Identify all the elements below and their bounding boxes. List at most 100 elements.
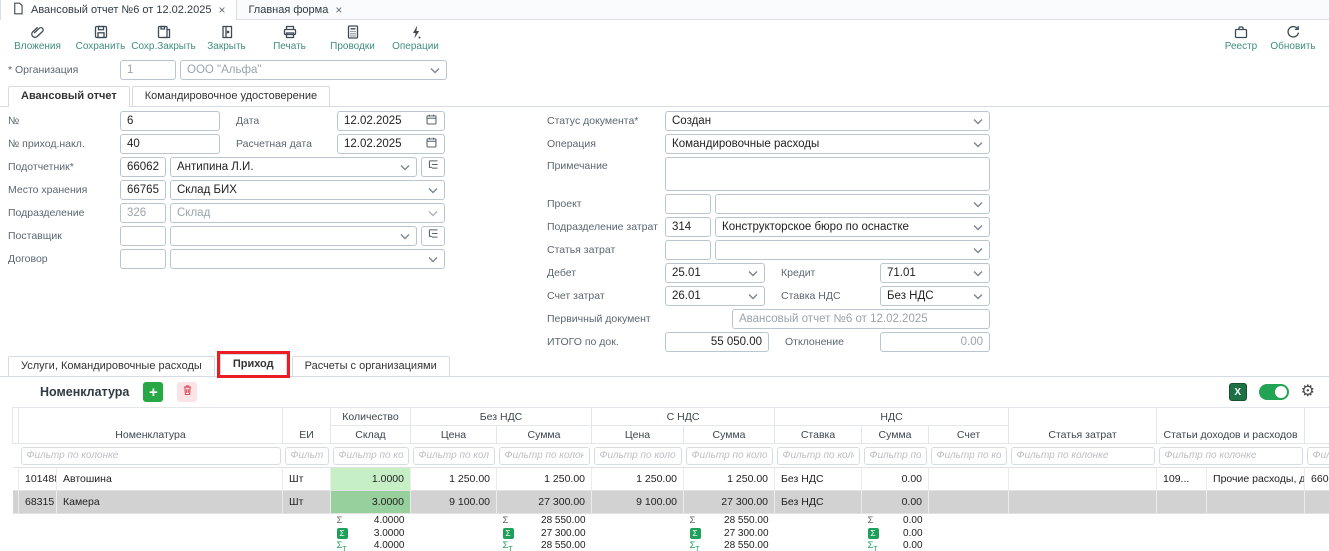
deviation-input[interactable] — [880, 332, 990, 352]
col-account[interactable]: Счет — [928, 425, 1010, 444]
calendar-icon[interactable] — [425, 113, 438, 129]
organization-code-input[interactable] — [120, 60, 176, 80]
contract-select[interactable] — [170, 249, 445, 269]
cell-name[interactable]: Камера — [56, 490, 283, 514]
add-row-button[interactable]: + — [143, 382, 164, 402]
filter-extra-input[interactable] — [1306, 446, 1329, 465]
primary-doc-input[interactable] — [732, 309, 990, 329]
cell-income-code[interactable] — [1156, 490, 1208, 514]
status-select[interactable]: Создан — [665, 111, 990, 131]
cost-item-select[interactable] — [715, 240, 990, 260]
window-tab-advance-report[interactable]: Авансовый отчет №6 от 12.02.2025 × — [0, 0, 238, 20]
note-textarea[interactable] — [665, 157, 990, 191]
tab-settlements-organizations[interactable]: Расчеты с организациями — [291, 356, 450, 376]
cell-name[interactable]: Автошина — [56, 467, 283, 491]
col-ei[interactable]: ЕИ — [282, 407, 331, 444]
settlement-date-input[interactable]: 12.02.2025 — [337, 134, 445, 154]
cell-extra[interactable]: 660 — [1304, 467, 1329, 491]
supplier-code-input[interactable] — [120, 226, 166, 246]
division-select[interactable]: Склад — [170, 203, 445, 223]
window-tab-main-form[interactable]: Главная форма × — [237, 0, 353, 19]
cell-price-no-vat[interactable]: 1 250.00 — [410, 467, 497, 491]
cell-price-with-vat[interactable]: 9 100.00 — [591, 490, 685, 514]
organization-select[interactable]: ООО "Альфа" — [180, 60, 447, 80]
col-vat-sum[interactable]: Сумма — [861, 425, 930, 444]
tab-travel-certificate[interactable]: Командировочное удостоверение — [131, 86, 331, 106]
vat-rate-select[interactable]: Без НДС — [880, 286, 990, 306]
number-input[interactable] — [120, 111, 220, 131]
cost-item-code-input[interactable] — [665, 240, 711, 260]
col-vat-rate[interactable]: Ставка — [774, 425, 863, 444]
cell-ei[interactable]: Шт — [282, 467, 331, 491]
col-price-with-vat[interactable]: Цена — [591, 425, 685, 444]
col-income-items[interactable]: Статьи доходов и расходов — [1156, 407, 1306, 444]
table-row[interactable]: 101488 Автошина Шт 1.0000 1 250.00 1 250… — [12, 467, 1329, 491]
accountable-select[interactable]: Антипина Л.И. — [170, 157, 417, 177]
invoice-number-input[interactable] — [120, 134, 220, 154]
cell-vat-rate[interactable]: Без НДС — [774, 467, 863, 491]
attachments-button[interactable]: Вложения — [6, 23, 69, 52]
cell-sum-no-vat[interactable]: 1 250.00 — [496, 467, 593, 491]
supplier-tree-button[interactable] — [421, 226, 445, 246]
credit-select[interactable]: 71.01 — [880, 263, 990, 283]
project-select[interactable] — [715, 194, 990, 214]
cell-account[interactable] — [928, 490, 1010, 514]
storage-code-input[interactable] — [120, 180, 166, 200]
cell-account[interactable] — [928, 467, 1010, 491]
table-row-selected[interactable]: 68315 Камера Шт 3.0000 9 100.00 27 300.0… — [12, 490, 1329, 514]
filter-vat-rate-input[interactable] — [776, 446, 860, 465]
col-sum-no-vat[interactable]: Сумма — [495, 425, 593, 444]
filter-price-with-vat-input[interactable] — [593, 446, 682, 465]
cell-vat-sum[interactable]: 0.00 — [861, 490, 930, 514]
supplier-select[interactable] — [170, 226, 417, 246]
cell-qty[interactable]: 1.0000 — [330, 467, 411, 491]
filter-cost-item-input[interactable] — [1010, 446, 1155, 465]
accountable-code-input[interactable] — [120, 157, 166, 177]
cell-qty[interactable]: 3.0000 — [330, 490, 411, 514]
summary-toggle[interactable] — [1258, 384, 1289, 400]
gear-icon[interactable]: ⚙ — [1300, 383, 1315, 400]
excel-export-icon[interactable]: X — [1228, 383, 1247, 401]
cell-cost-item[interactable] — [1008, 490, 1158, 514]
cell-vat-sum[interactable]: 0.00 — [861, 467, 930, 491]
cell-code[interactable]: 101488 — [18, 467, 57, 491]
cell-ei[interactable]: Шт — [282, 490, 331, 514]
filter-nomenclature-input[interactable] — [20, 446, 281, 465]
cell-price-with-vat[interactable]: 1 250.00 — [591, 467, 685, 491]
debit-select[interactable]: 25.01 — [665, 263, 765, 283]
cost-division-code-input[interactable] — [665, 217, 711, 237]
cost-account-select[interactable]: 26.01 — [665, 286, 765, 306]
operation-select[interactable]: Командировочные расходы — [665, 134, 990, 154]
print-button[interactable]: Печать — [258, 23, 321, 52]
cell-code[interactable]: 68315 — [18, 490, 57, 514]
col-cost-item[interactable]: Статья затрат — [1008, 407, 1158, 444]
delete-row-button[interactable] — [177, 382, 198, 402]
filter-price-no-vat-input[interactable] — [412, 446, 495, 465]
operations-button[interactable]: Операции — [384, 23, 447, 52]
tab-services-travel-expenses[interactable]: Услуги, Командировочные расходы — [8, 356, 215, 376]
filter-account-input[interactable] — [930, 446, 1007, 465]
cell-cost-item[interactable] — [1008, 467, 1158, 491]
cell-sum-no-vat[interactable]: 27 300.00 — [496, 490, 593, 514]
filter-ei-input[interactable] — [284, 446, 329, 465]
refresh-button[interactable]: Обновить — [1267, 23, 1319, 52]
filter-sum-with-vat-input[interactable] — [685, 446, 773, 465]
col-nomenclature[interactable]: Номенклатура — [18, 407, 283, 444]
contract-code-input[interactable] — [120, 249, 166, 269]
cost-division-select[interactable]: Конструкторское бюро по оснастке — [715, 217, 990, 237]
calendar-icon[interactable] — [425, 136, 438, 152]
storage-select[interactable]: Склад БИХ — [170, 180, 445, 200]
filter-sum-no-vat-input[interactable] — [498, 446, 590, 465]
cell-sum-with-vat[interactable]: 1 250.00 — [683, 467, 776, 491]
col-price-no-vat[interactable]: Цена — [410, 425, 497, 444]
project-code-input[interactable] — [665, 194, 711, 214]
division-code-input[interactable] — [120, 203, 166, 223]
date-input[interactable]: 12.02.2025 — [337, 111, 445, 131]
total-input[interactable] — [665, 332, 769, 352]
accountable-tree-button[interactable] — [421, 157, 445, 177]
cell-income-name[interactable] — [1206, 490, 1306, 514]
postings-button[interactable]: Проводки — [321, 23, 384, 52]
close-button[interactable]: Закрыть — [195, 23, 258, 52]
cell-sum-with-vat[interactable]: 27 300.00 — [683, 490, 776, 514]
close-icon[interactable]: × — [335, 2, 343, 17]
